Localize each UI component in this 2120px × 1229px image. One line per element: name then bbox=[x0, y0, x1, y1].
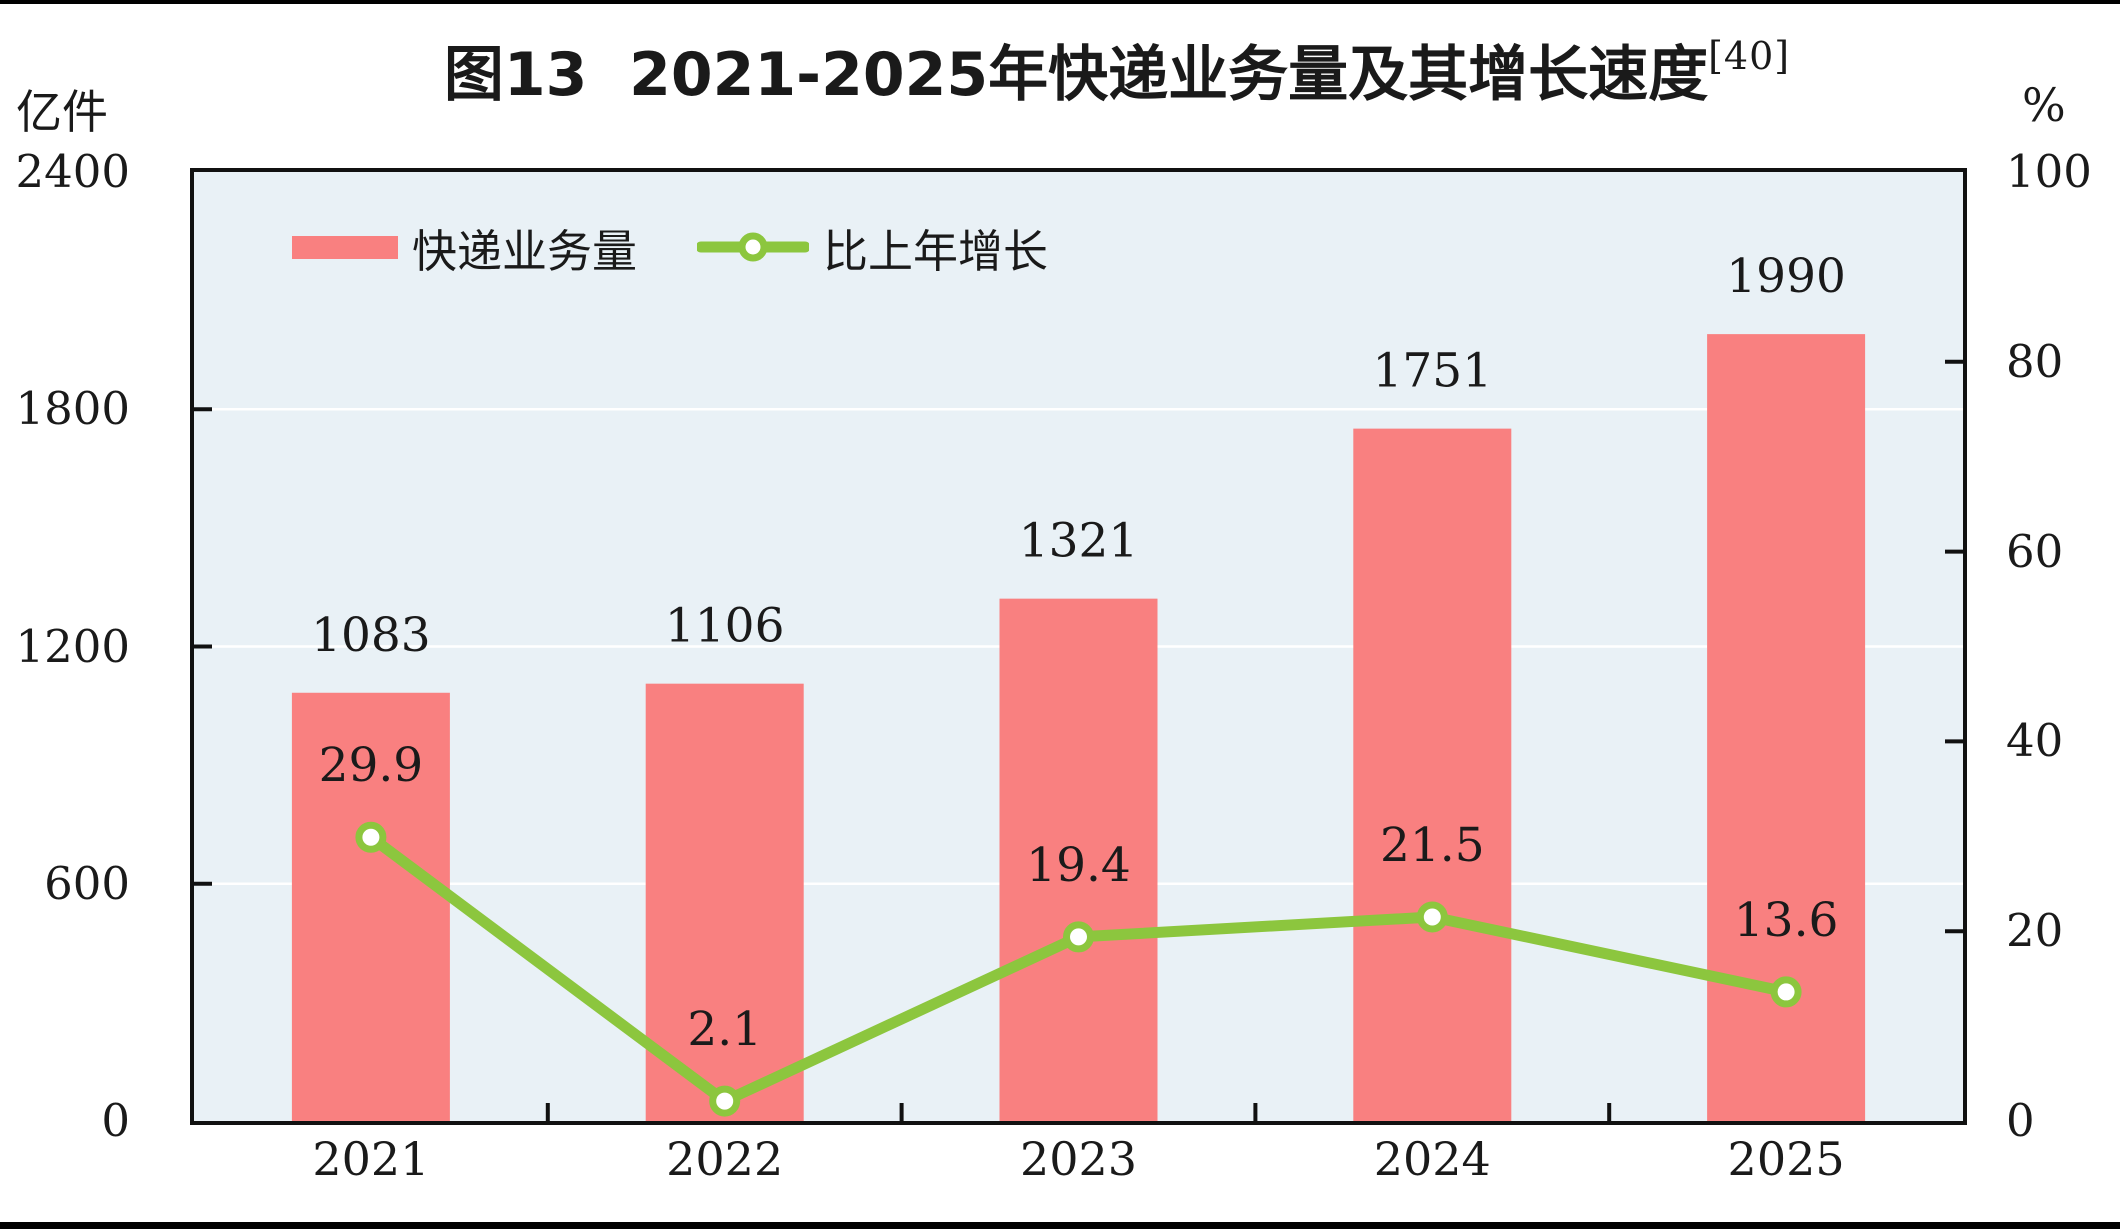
growth-marker-2023 bbox=[1063, 921, 1094, 953]
growth-value-label-2023: 19.4 bbox=[1026, 838, 1131, 893]
chart-title: 图13 2021-2025年快递业务量及其增长速度[40] bbox=[57, 26, 2120, 113]
left-axis-tick-label-2400: 2400 bbox=[15, 145, 130, 198]
x-tick-label-2022: 2022 bbox=[666, 1132, 784, 1186]
bar-value-label-2025: 1990 bbox=[1726, 249, 1846, 304]
legend-swatch-line bbox=[697, 232, 810, 262]
growth-marker-2022 bbox=[709, 1085, 741, 1117]
growth-value-label-2022: 2.1 bbox=[687, 1002, 762, 1057]
right-axis-tick-label-100: 100 bbox=[2006, 145, 2092, 198]
left-axis-tick-label-1200: 1200 bbox=[15, 619, 130, 673]
bottom-border-strip bbox=[0, 1222, 2120, 1229]
bar-2024 bbox=[1353, 428, 1512, 1121]
right-axis-tick-label-80: 80 bbox=[2006, 334, 2064, 388]
right-axis-tick-label-40: 40 bbox=[2006, 714, 2064, 768]
growth-value-label-2021: 29.9 bbox=[319, 738, 424, 793]
legend-item-label: 快递业务量 bbox=[412, 224, 638, 278]
x-tick-label-2024: 2024 bbox=[1373, 1132, 1491, 1186]
growth-value-label-2024: 21.5 bbox=[1380, 818, 1485, 873]
bar-2023 bbox=[999, 598, 1158, 1121]
growth-marker-2021 bbox=[355, 821, 387, 853]
chart-title-text: 图13 2021-2025年快递业务量及其增长速度 bbox=[443, 40, 1709, 110]
right-axis-unit: % bbox=[2022, 78, 2066, 132]
bar-2022 bbox=[645, 683, 804, 1121]
growth-marker-2024 bbox=[1416, 901, 1448, 933]
left-axis-tick-label-0: 0 bbox=[101, 1094, 130, 1147]
x-tick-label-2021: 2021 bbox=[312, 1132, 430, 1186]
bar-2021 bbox=[291, 692, 450, 1121]
plot-area: 1083 1106 1321 1751 1990 29.9 2.1 19.4 21.5 13.6 bbox=[190, 168, 1967, 1125]
legend: 快递业务量 比上年增长 bbox=[292, 222, 1048, 278]
left-axis-tick-label-600: 600 bbox=[44, 856, 130, 910]
growth-value-label-2025: 13.6 bbox=[1734, 893, 1839, 948]
left-axis-tick-label-1800: 1800 bbox=[15, 382, 130, 436]
title-superscript: [40] bbox=[1708, 34, 1791, 78]
left-axis-unit: 亿件 bbox=[16, 85, 108, 139]
x-tick-label-2025: 2025 bbox=[1727, 1132, 1845, 1186]
bar-value-label-2021: 1083 bbox=[311, 608, 431, 663]
right-axis-tick-label-20: 20 bbox=[2006, 904, 2064, 958]
legend-item-label: 比上年增长 bbox=[823, 224, 1049, 278]
right-axis-tick-label-0: 0 bbox=[2006, 1094, 2035, 1147]
legend-item-bar-series: 快递业务量 bbox=[292, 215, 637, 280]
right-axis-tick-label-60: 60 bbox=[2006, 524, 2064, 578]
legend-item-line-series: 比上年增长 bbox=[697, 215, 1048, 280]
legend-swatch-bar bbox=[292, 235, 398, 259]
bar-value-label-2022: 1106 bbox=[665, 599, 785, 654]
bar-value-label-2024: 1751 bbox=[1372, 344, 1492, 399]
top-border-strip bbox=[0, 0, 2120, 4]
growth-marker-2025 bbox=[1770, 976, 1802, 1008]
x-tick-label-2023: 2023 bbox=[1019, 1132, 1138, 1186]
bar-value-label-2023: 1321 bbox=[1019, 514, 1139, 569]
plot-border bbox=[190, 168, 1967, 1125]
